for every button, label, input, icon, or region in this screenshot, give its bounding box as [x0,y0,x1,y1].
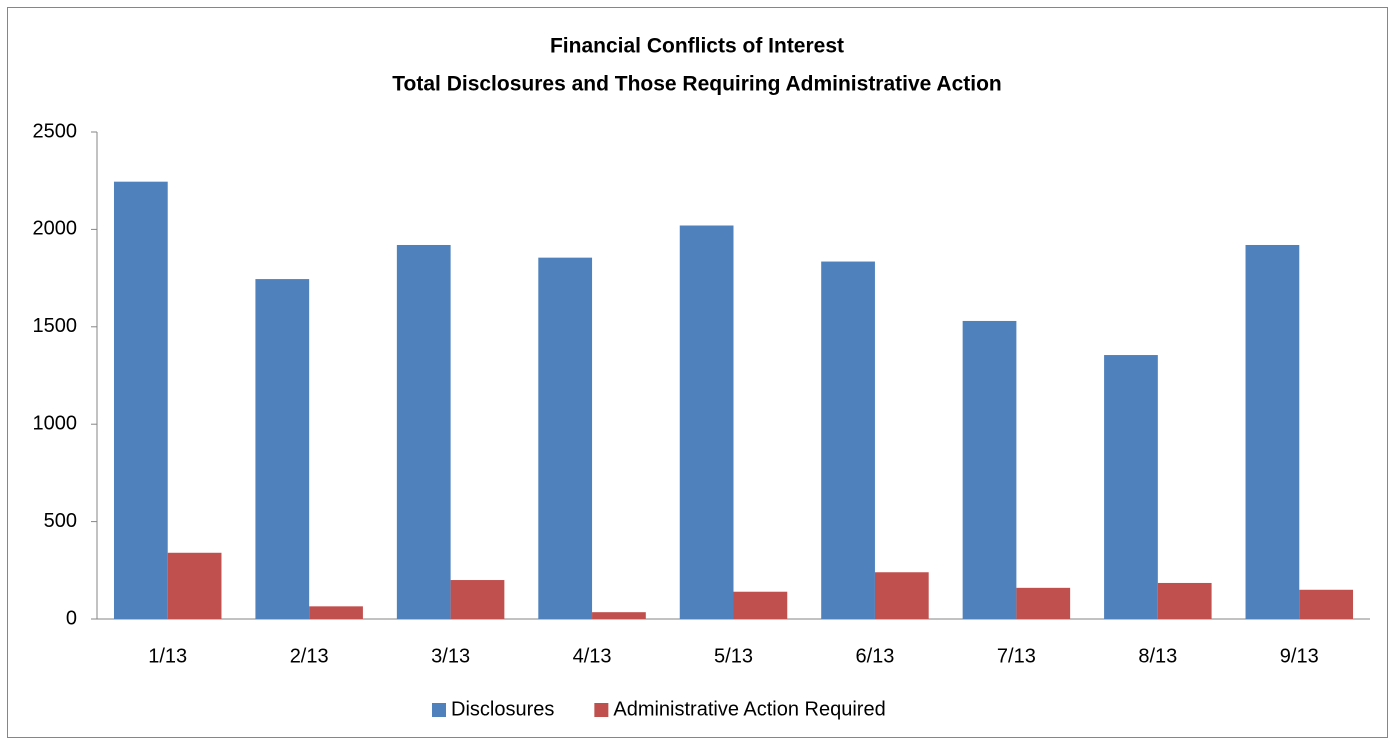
bar [309,606,363,619]
y-tick-label: 2000 [33,218,78,240]
y-tick-label: 2500 [33,120,78,142]
bar [733,591,788,619]
bar [1104,355,1158,619]
chart-title: Financial Conflicts of Interest [550,35,844,58]
x-tick-label: 7/13 [997,645,1036,667]
bar [450,580,505,619]
x-tick-label: 8/13 [1138,645,1177,667]
x-tick-label: 2/13 [290,645,329,667]
bar [962,320,1017,619]
bar [1157,582,1212,619]
bar [1245,244,1300,619]
bar [255,279,310,619]
bar [874,572,929,619]
x-tick-label: 6/13 [855,645,894,667]
legend-label: Administrative Action Required [613,698,885,720]
bar [396,244,451,619]
legend-swatch [594,703,609,717]
bar [821,261,875,619]
bar [113,181,168,619]
x-tick-label: 1/13 [148,645,187,667]
legend-swatch [432,703,446,717]
chart-subtitle: Total Disclosures and Those Requiring Ad… [392,73,1001,96]
y-tick-label: 1000 [33,412,78,434]
x-tick-label: 4/13 [573,645,612,667]
legend-label: Disclosures [451,698,554,720]
bar [592,612,646,619]
bar [538,257,593,619]
x-tick-label: 9/13 [1280,645,1319,667]
bar [679,225,734,619]
y-tick-label: 500 [44,510,77,532]
x-tick-label: 5/13 [714,645,753,667]
y-tick-label: 0 [66,607,77,629]
x-tick-label: 3/13 [431,645,470,667]
bar [1016,587,1071,619]
bar [1299,589,1354,619]
bar [167,552,222,619]
y-tick-label: 1500 [33,315,78,337]
